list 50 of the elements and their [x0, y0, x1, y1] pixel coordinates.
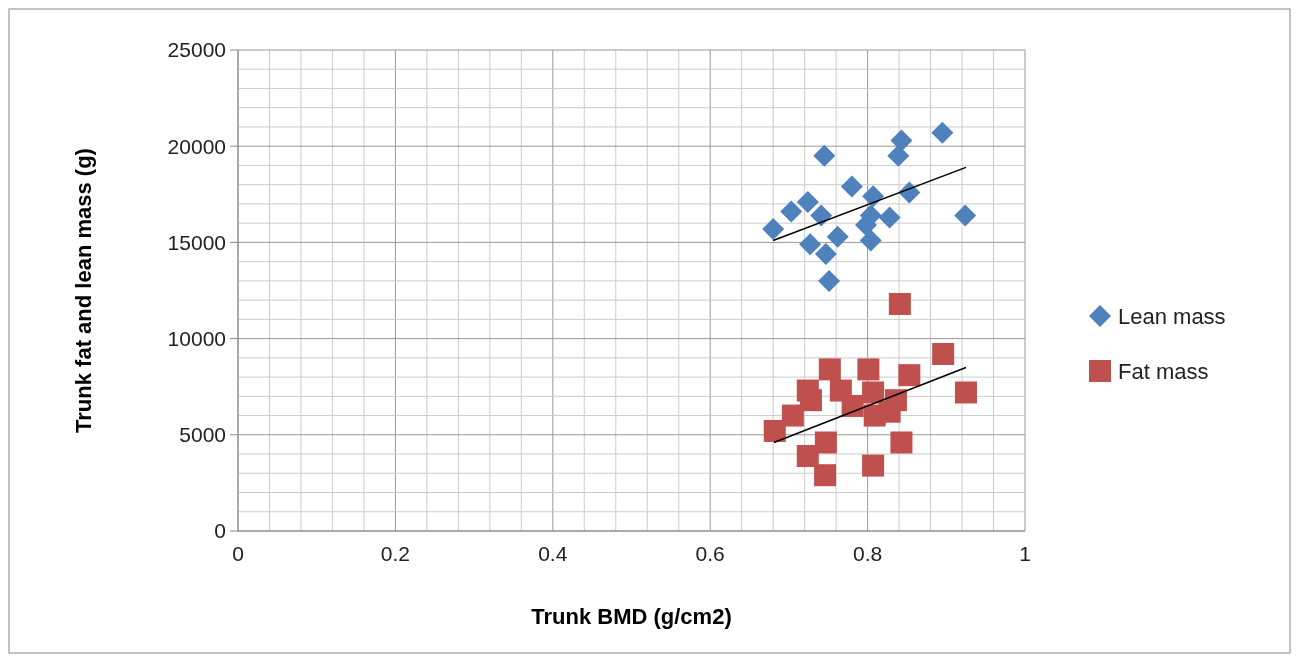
x-axis-title: Trunk BMD (g/cm2): [531, 604, 732, 629]
point: [954, 204, 977, 227]
y-axis-title: Trunk fat and lean mass (g): [71, 148, 96, 433]
point: [878, 400, 901, 423]
point: [799, 389, 822, 412]
legend-label: Lean mass: [1118, 303, 1226, 329]
point: [814, 242, 837, 265]
x-tick-label: 0.8: [853, 542, 883, 565]
x-tick-label: 1: [1019, 542, 1031, 565]
point: [954, 381, 977, 404]
point: [763, 419, 786, 442]
point: [813, 144, 836, 167]
x-tick-label: 0.4: [538, 542, 568, 565]
point: [826, 225, 849, 248]
point: [780, 200, 803, 223]
point: [931, 121, 954, 144]
point: [888, 292, 911, 315]
point: [890, 431, 913, 454]
y-tick-label: 5000: [179, 423, 226, 447]
point: [840, 175, 863, 198]
point: [887, 144, 910, 167]
point: [762, 217, 785, 240]
point: [862, 454, 885, 477]
point: [878, 206, 901, 229]
point: [932, 342, 955, 365]
point: [862, 185, 885, 208]
point: [796, 191, 819, 213]
y-tick-label: 15000: [167, 230, 226, 254]
point: [841, 394, 864, 417]
y-tick-label: 10000: [167, 326, 226, 350]
point: [814, 464, 837, 487]
point: [818, 358, 841, 381]
x-tick-label: 0.2: [380, 542, 410, 565]
x-tick-label: 0.6: [695, 542, 725, 565]
point: [814, 431, 837, 454]
x-tick-label: 0: [232, 542, 244, 565]
y-tick-label: 20000: [167, 134, 226, 158]
point: [781, 404, 804, 427]
point: [799, 233, 822, 256]
point: [862, 381, 885, 404]
point: [810, 204, 833, 227]
y-tick-label: 0: [214, 519, 226, 543]
point: [857, 358, 880, 381]
point: [890, 129, 913, 152]
legend-label: Fat mass: [1118, 358, 1209, 384]
point: [898, 364, 921, 387]
y-tick-label: 25000: [167, 38, 226, 62]
point: [859, 229, 882, 252]
point: [818, 269, 841, 292]
point: [796, 444, 819, 467]
